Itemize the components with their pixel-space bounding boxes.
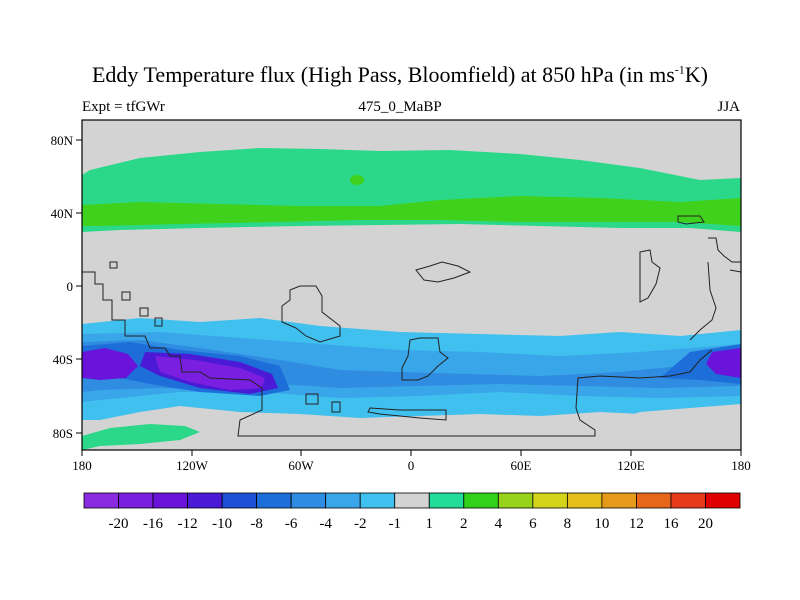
colorbar-label: -10	[212, 516, 232, 532]
colorbar-swatch	[359, 492, 396, 509]
north-core-40n	[82, 196, 741, 226]
colorbar-label: 12	[629, 516, 644, 532]
south-positive-tongue	[82, 424, 200, 450]
axis-ticks	[76, 139, 742, 456]
colorbar-label: 1	[426, 516, 434, 532]
colorbar-swatch	[221, 492, 258, 509]
colorbar-label: 8	[564, 516, 572, 532]
run-label: 475_0_MaBP	[358, 99, 442, 115]
y-tick-label: 0	[67, 279, 74, 294]
colorbar-swatch	[705, 492, 741, 509]
colorbar-label: -8	[250, 516, 263, 532]
colorbar-label: -2	[354, 516, 367, 532]
colorbar-swatch	[118, 492, 154, 509]
colorbar-swatch	[566, 492, 603, 509]
map-title: Eddy Temperature flux (High Pass, Bloomf…	[91, 62, 708, 87]
north-core-spot	[350, 175, 364, 185]
colorbar-swatch	[463, 492, 499, 509]
colorbar-swatch	[83, 492, 119, 509]
colorbar-label: 20	[698, 516, 713, 532]
experiment-label: Expt = tfGWr	[82, 99, 165, 115]
colorbar-label: 4	[495, 516, 503, 532]
season-label: JJA	[717, 99, 740, 115]
colorbar-label: -20	[109, 516, 129, 532]
core-100w-inner	[155, 356, 265, 390]
colorbar-swatch	[152, 492, 188, 509]
y-tick-label: 40N	[51, 206, 74, 221]
colorbar-swatch	[497, 492, 534, 509]
colorbar-swatch	[670, 492, 706, 509]
core-160w	[82, 348, 138, 380]
colorbar-label: 10	[594, 516, 609, 532]
x-tick-label: 180	[731, 458, 751, 473]
colorbar-swatch	[325, 492, 361, 509]
colorbar-swatch	[187, 492, 223, 509]
colorbar-label: -1	[388, 516, 401, 532]
y-tick-label: 40S	[53, 352, 73, 367]
antarctic-gray	[200, 430, 741, 450]
colorbar-label: -16	[143, 516, 163, 532]
x-tick-label: 0	[408, 458, 415, 473]
colorbar-swatch	[290, 492, 327, 509]
x-tick-label: 120W	[176, 458, 209, 473]
colorbar-label: 2	[460, 516, 468, 532]
colorbar-swatch	[256, 492, 292, 509]
y-tick-label: 80S	[53, 426, 73, 441]
map-plot	[82, 120, 741, 450]
colorbar-swatch	[636, 492, 672, 509]
x-tick-label: 180	[72, 458, 92, 473]
colorbar-label: -12	[178, 516, 198, 532]
colorbar-swatch	[601, 492, 637, 509]
y-tick-label: 80N	[51, 133, 74, 148]
x-tick-label: 120E	[617, 458, 645, 473]
south-positive-east	[600, 404, 741, 428]
colorbar-label: 6	[529, 516, 537, 532]
core-170e	[706, 348, 741, 378]
colorbar-swatch	[394, 492, 430, 509]
colorbar-swatch	[532, 492, 568, 509]
colorbar-label: -4	[319, 516, 332, 532]
colorbar-label: 16	[663, 516, 679, 532]
colorbar-swatch	[428, 492, 465, 509]
colorbar-label: -6	[285, 516, 298, 532]
x-tick-label: 60E	[511, 458, 532, 473]
colorbar: -20 -16 -12 -10 -8 -6 -4 -2 -1 1 2 4 6 8 10 12 16 20	[83, 492, 741, 532]
x-tick-label: 60W	[288, 458, 314, 473]
coastlines	[82, 215, 741, 437]
